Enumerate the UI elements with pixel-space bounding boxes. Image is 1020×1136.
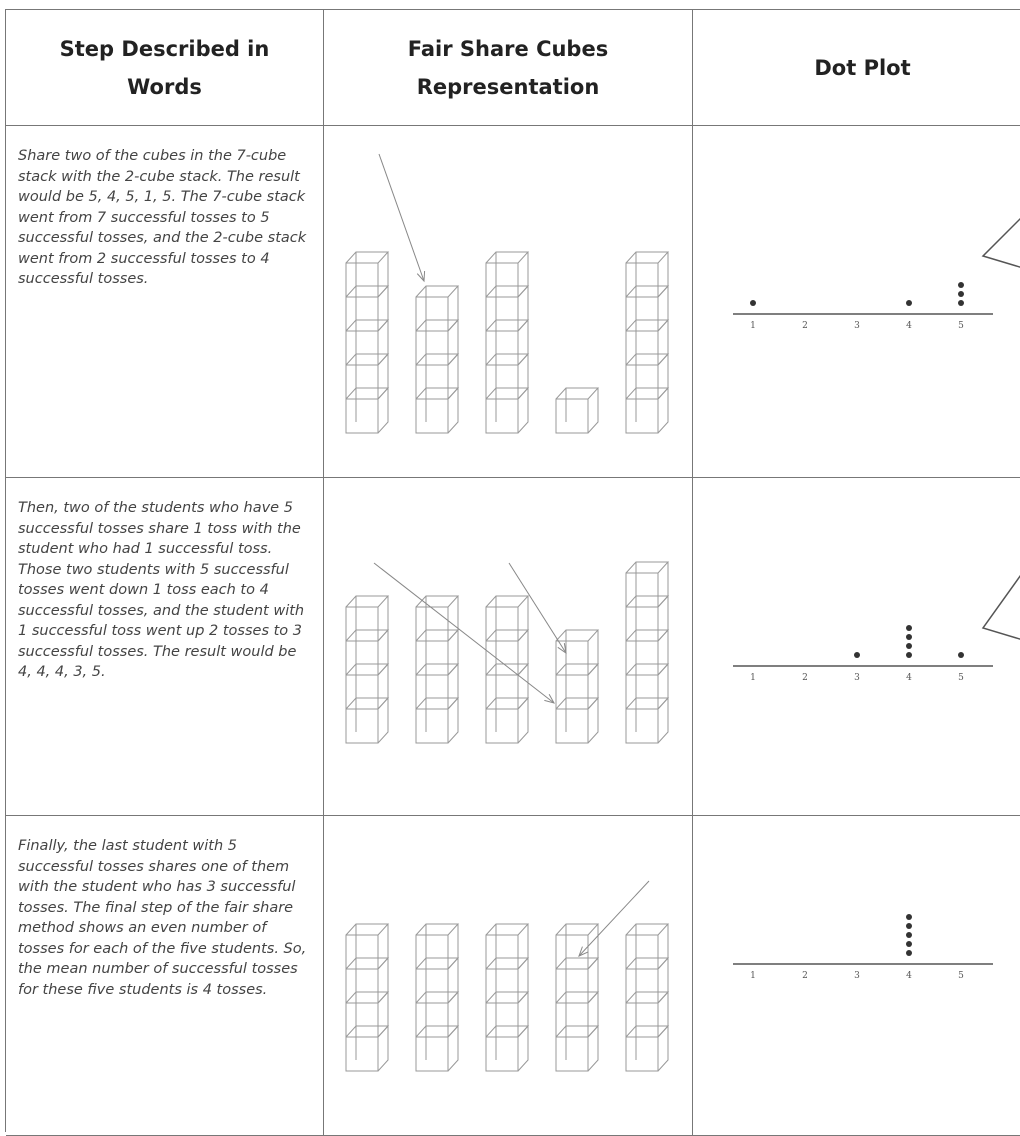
cube-stack (625, 251, 670, 434)
dot-stack (750, 300, 756, 306)
step-text: Share two of the cubes in the 7-cube sta… (6, 126, 324, 478)
cube-stack (485, 595, 530, 744)
cube-stack (415, 285, 460, 434)
dot-plot-cell: 1 2 3 4 5 (693, 478, 1020, 816)
cube-stack (345, 595, 390, 744)
dot (906, 923, 912, 929)
step-text: Then, two of the students who have 5 suc… (6, 478, 324, 816)
cube-stack (625, 923, 670, 1072)
cube-stack (485, 923, 530, 1072)
cube (625, 251, 670, 298)
cubes-cell (324, 126, 693, 478)
figure: 1 2 3 4 5 (733, 914, 993, 981)
cubes-cell (324, 478, 693, 816)
axis-label: 1 (750, 673, 756, 683)
axis-label: 4 (906, 321, 912, 331)
cube-stack (415, 923, 460, 1072)
dot (854, 652, 860, 658)
axis-label: 1 (750, 971, 756, 981)
dot (750, 300, 756, 306)
axis-label: 3 (854, 673, 860, 683)
cube-stack (555, 387, 600, 434)
cube-stack (345, 923, 390, 1072)
axis-label: 3 (854, 321, 860, 331)
dot (906, 300, 912, 306)
cube-stack (555, 629, 600, 744)
axis-label: 2 (802, 971, 808, 981)
cube (415, 595, 460, 642)
dot-stack (958, 282, 964, 306)
dot (906, 625, 912, 631)
arrow-head (416, 270, 426, 283)
dot (906, 932, 912, 938)
cube (555, 629, 600, 676)
axis-label: 2 (802, 321, 808, 331)
axis-label: 3 (854, 971, 860, 981)
dot-stack (906, 300, 912, 306)
cube-stack (625, 561, 670, 744)
figure (345, 880, 670, 1072)
cube (485, 923, 530, 970)
dot (958, 652, 964, 658)
cube-stack (345, 251, 390, 434)
arrow (578, 880, 650, 957)
dot (958, 282, 964, 288)
arrow-head (544, 694, 556, 704)
arrow-head (578, 946, 589, 957)
cube-stack (485, 251, 530, 434)
arrow-head (557, 643, 567, 655)
cube (415, 285, 460, 332)
dot (906, 643, 912, 649)
dot-plot-cell: 1 2 3 4 5 (693, 816, 1020, 1136)
dot-stack (958, 652, 964, 658)
figure (345, 561, 670, 744)
table: Step Described in Words Fair Share Cubes … (5, 9, 1020, 1136)
axis-label: 4 (906, 673, 912, 683)
step-text: Finally, the last student with 5 success… (6, 816, 324, 1136)
cube (555, 387, 600, 434)
figure: 1 2 3 4 5 (733, 574, 1020, 683)
dot-stack (906, 625, 912, 658)
dot (906, 914, 912, 920)
axis-label: 4 (906, 971, 912, 981)
dot (906, 941, 912, 947)
cube-stack (555, 923, 600, 1072)
axis-label: 5 (958, 321, 964, 331)
dot-stack (854, 652, 860, 658)
column-header: Step Described in Words (6, 10, 324, 126)
axis-label: 2 (802, 673, 808, 683)
cube (345, 923, 390, 970)
cube-stack (415, 595, 460, 744)
triangle-fragment (981, 574, 1020, 640)
cubes-cell (324, 816, 693, 1136)
cube (555, 923, 600, 970)
cube (485, 595, 530, 642)
axis-label: 1 (750, 321, 756, 331)
dot-plot-cell: 1 2 3 4 5 (693, 126, 1020, 478)
dot (906, 652, 912, 658)
column-header: Dot Plot (693, 10, 1020, 126)
arrow (508, 562, 567, 654)
figure (345, 153, 670, 434)
axis-label: 5 (958, 673, 964, 683)
arrow (378, 153, 425, 282)
dot (958, 291, 964, 297)
cube (625, 923, 670, 970)
figure: 1 2 3 4 5 (733, 217, 1020, 331)
arrow (373, 562, 555, 704)
dot (958, 300, 964, 306)
axis-label: 5 (958, 971, 964, 981)
cube (345, 595, 390, 642)
cube (415, 923, 460, 970)
triangle-fragment (981, 217, 1020, 268)
cube (625, 561, 670, 608)
cube (485, 251, 530, 298)
column-header: Fair Share Cubes Representation (324, 10, 693, 126)
dot (906, 950, 912, 956)
dot (906, 634, 912, 640)
cube (345, 251, 390, 298)
dot-stack (906, 914, 912, 956)
